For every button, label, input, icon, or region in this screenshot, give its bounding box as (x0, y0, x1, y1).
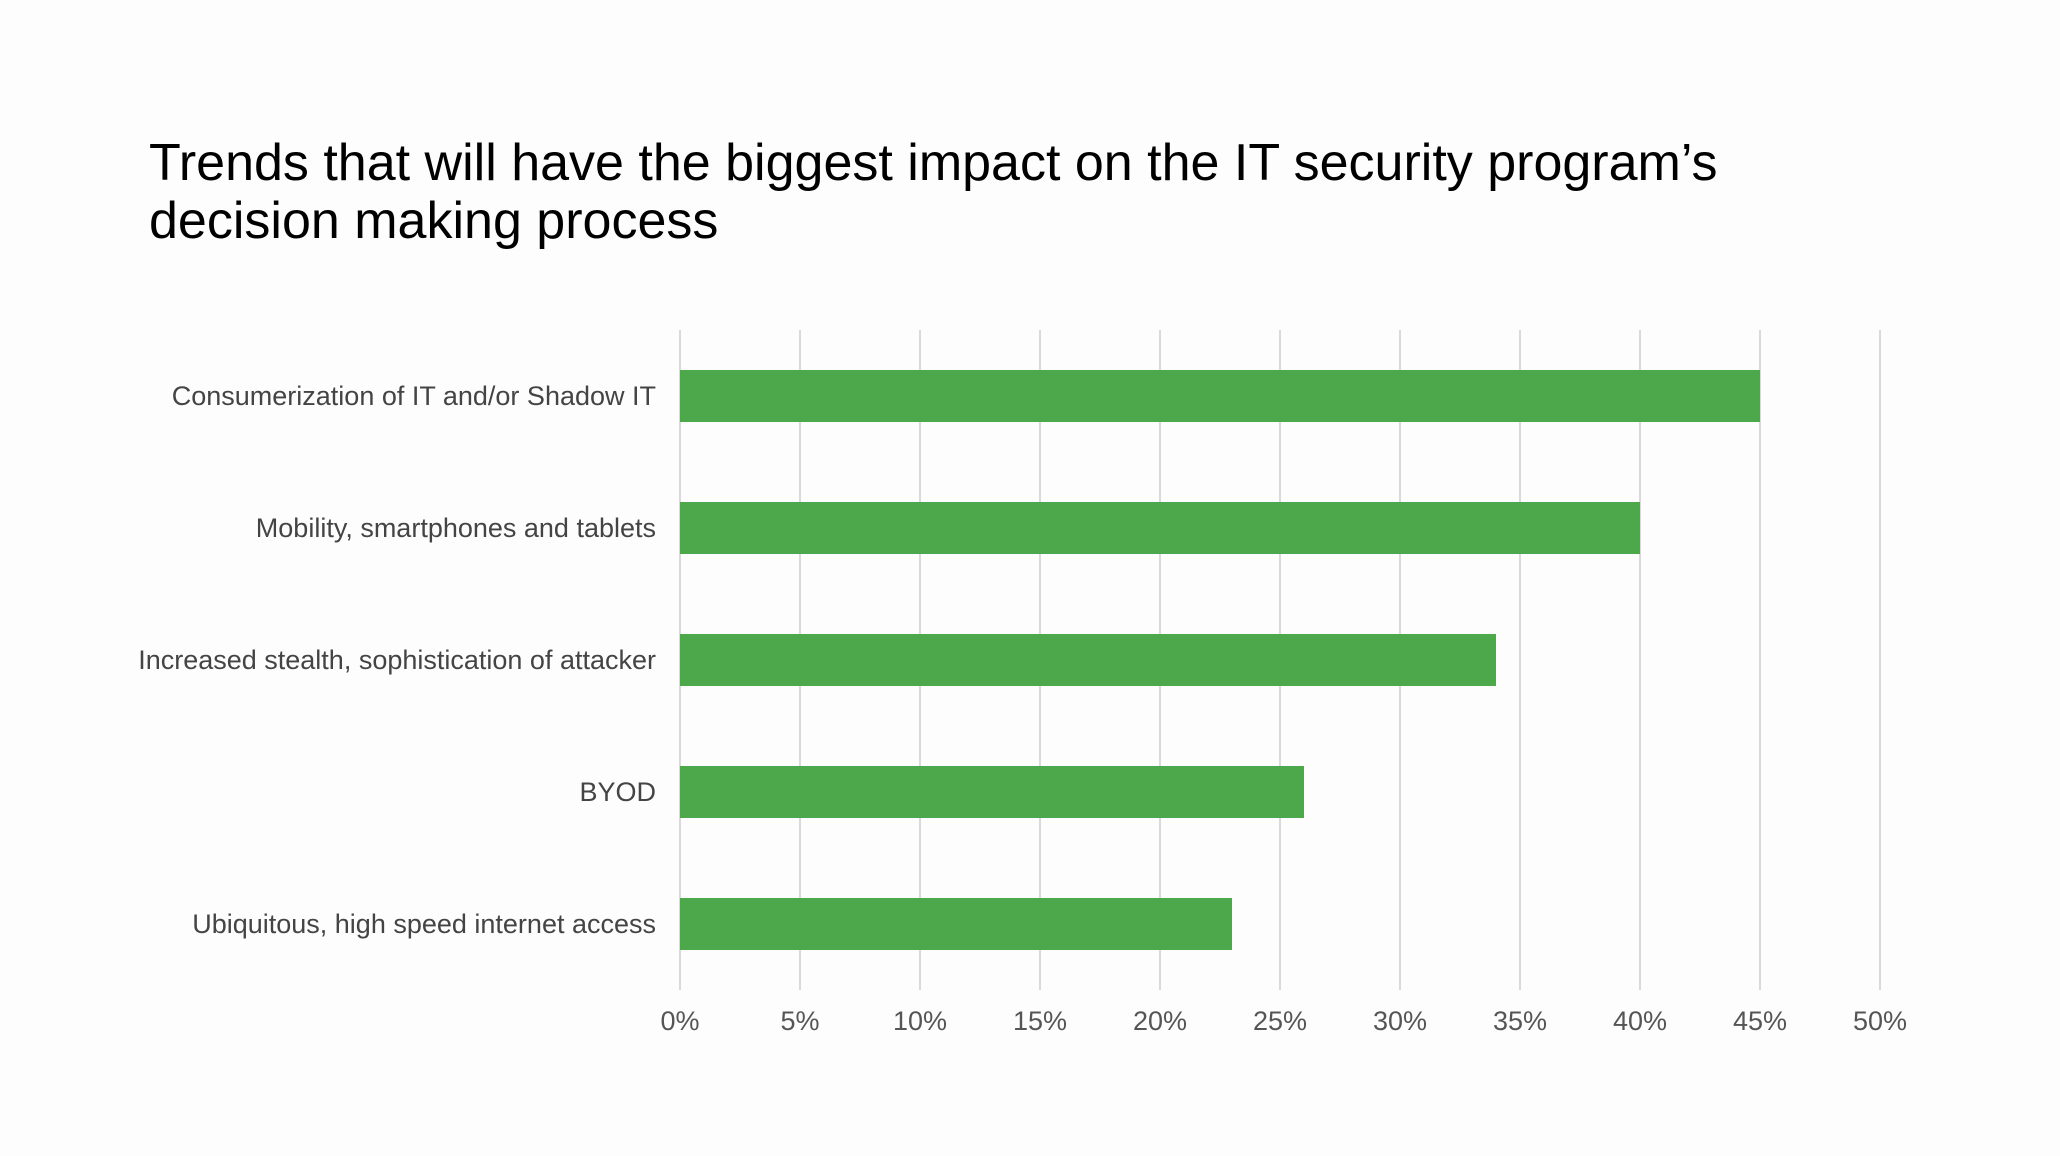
x-tick-label: 40% (1613, 1006, 1667, 1036)
bar (680, 370, 1760, 422)
x-tick-label: 50% (1853, 1006, 1907, 1036)
x-tick-label: 10% (893, 1006, 947, 1036)
bar (680, 634, 1496, 686)
x-tick-label: 15% (1013, 1006, 1067, 1036)
category-label: Mobility, smartphones and tablets (256, 513, 656, 543)
x-tick-label: 25% (1253, 1006, 1307, 1036)
category-label: Consumerization of IT and/or Shadow IT (172, 381, 656, 411)
bar (680, 898, 1232, 950)
x-tick-label: 30% (1373, 1006, 1427, 1036)
x-tick-label: 5% (780, 1006, 819, 1036)
category-labels: Consumerization of IT and/or Shadow IT Mo… (138, 381, 656, 939)
bar (680, 766, 1304, 818)
bar (680, 502, 1640, 554)
x-tick-label: 45% (1733, 1006, 1787, 1036)
x-tick-label: 20% (1133, 1006, 1187, 1036)
category-label: Ubiquitous, high speed internet access (192, 909, 656, 939)
chart-title: Trends that will have the biggest impact… (149, 134, 1718, 250)
category-label: BYOD (579, 777, 656, 807)
x-tick-label: 0% (660, 1006, 699, 1036)
x-tick-label: 35% (1493, 1006, 1547, 1036)
bars (680, 370, 1760, 950)
x-axis-tick-labels: 0% 5% 10% 15% 20% 25% 30% 35% 40% 45% 50% (660, 1006, 1907, 1036)
category-label: Increased stealth, sophistication of att… (138, 645, 656, 675)
